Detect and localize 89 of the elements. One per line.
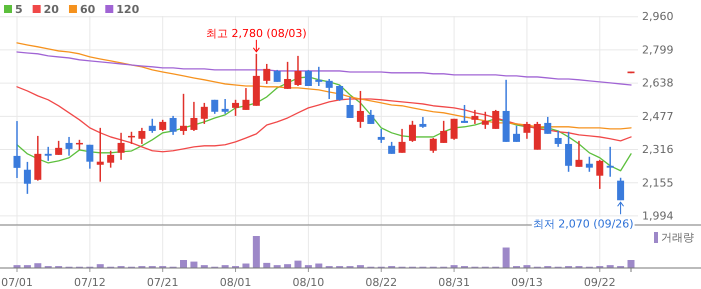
bar [190, 262, 198, 268]
x-tick-label: 07/12 [74, 276, 106, 289]
candlestick [492, 109, 500, 130]
candlestick [408, 120, 416, 143]
candlestick [86, 144, 94, 170]
candlestick [326, 78, 333, 100]
x-tick-label: 07/21 [146, 276, 179, 289]
bar [284, 264, 292, 268]
candlestick [284, 61, 292, 90]
x-tick-label: 09/13 [511, 276, 543, 289]
x-tick-label: 09/22 [584, 276, 616, 289]
candlestick [55, 140, 62, 156]
candlestick [554, 130, 562, 148]
x-tick-label: 07/01 [1, 276, 33, 289]
candlestick [180, 93, 188, 136]
candlestick [222, 98, 229, 115]
candlestick [596, 159, 604, 190]
candlestick [356, 90, 364, 129]
candlestick [460, 104, 468, 124]
candlestick [315, 66, 322, 87]
candlestick [294, 55, 302, 87]
candlestick [107, 150, 114, 168]
bar [96, 264, 104, 268]
annotation: 최고 2,780 (08/03) [206, 26, 307, 40]
candlestick [430, 137, 437, 154]
candlestick [617, 177, 624, 201]
candlestick [304, 69, 312, 87]
bar [242, 264, 250, 268]
candlestick [575, 140, 582, 168]
bar [294, 260, 302, 268]
candlestick [523, 121, 530, 140]
candlestick [336, 84, 344, 102]
y-tick-label: 2,960 [642, 10, 674, 24]
y-tick-label: 2,799 [642, 43, 674, 56]
candlestick [274, 69, 281, 83]
candlestick [170, 115, 177, 136]
x-tick-label: 08/31 [438, 276, 470, 289]
y-tick-label: 2,316 [642, 143, 674, 156]
candlestick [190, 101, 198, 132]
legend-label: 5 [15, 3, 23, 16]
candlestick [211, 99, 218, 115]
x-tick-label: 08/01 [220, 276, 252, 289]
candlestick [398, 128, 406, 154]
x-tick-label: 08/22 [365, 276, 398, 289]
line-series [16, 51, 632, 86]
line-series [16, 86, 632, 152]
x-tick-label: 08/10 [292, 276, 324, 289]
y-tick-label: 2,638 [642, 76, 674, 90]
bar [502, 248, 510, 268]
bar [252, 236, 260, 268]
candlestick [96, 127, 104, 182]
candlestick [586, 156, 593, 173]
candlestick [263, 63, 270, 85]
y-tick-label: 2,155 [642, 176, 674, 190]
candlestick [450, 118, 458, 141]
candlestick [440, 120, 448, 144]
candlestick [128, 131, 135, 145]
candlestick [482, 111, 489, 130]
candlestick [76, 139, 83, 151]
legend-label: 20 [44, 3, 60, 16]
candlestick [138, 127, 146, 145]
bar [315, 264, 322, 268]
annotation: 최저 2,070 (09/26) [532, 217, 634, 230]
bar [628, 260, 634, 268]
candlestick [232, 99, 240, 117]
candlestick [24, 161, 31, 195]
candlestick [66, 136, 73, 156]
bar [34, 263, 42, 268]
candlestick [200, 102, 208, 125]
y-tick-label: 2,477 [642, 110, 674, 123]
legend-label: 120 [116, 3, 140, 16]
candlestick [378, 128, 385, 144]
candlestick [118, 132, 125, 161]
candlestick [242, 87, 250, 111]
candlestick [565, 131, 572, 173]
candlestick [388, 141, 396, 155]
candlestick [471, 109, 478, 125]
candlestick [14, 120, 20, 179]
bar [180, 260, 188, 268]
y-tick-label: 1,994 [642, 209, 674, 222]
candlestick [159, 119, 166, 132]
candlestick [513, 125, 520, 143]
candlestick [419, 116, 426, 129]
candlestick [346, 96, 354, 119]
legend-label: 거래량 [661, 231, 694, 244]
legend-label: 60 [80, 3, 96, 16]
candlestick [148, 118, 156, 134]
candlestick [544, 116, 552, 135]
candlestick [367, 109, 374, 125]
